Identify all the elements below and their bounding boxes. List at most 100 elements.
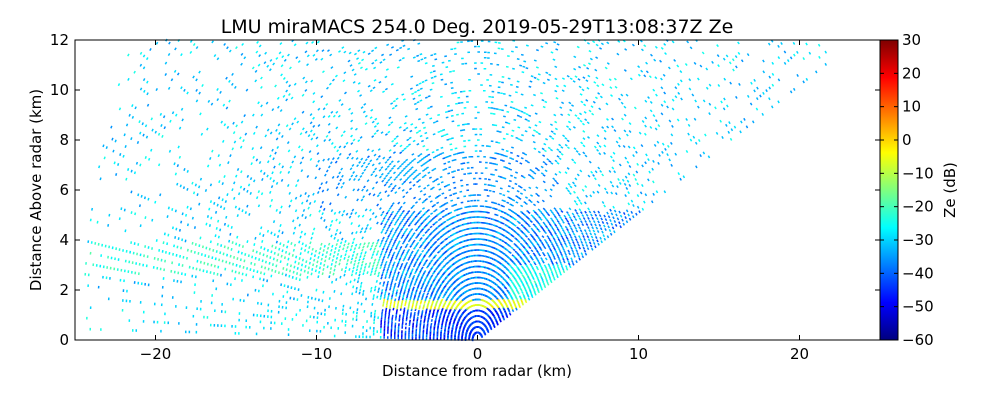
echo-cell [254,256,257,260]
echo-cell [266,248,270,252]
echo-cell [333,334,336,338]
echo-cell [358,335,361,339]
echo-cell [158,248,161,252]
echo-cell [484,178,487,180]
echo-cell [203,261,206,265]
echo-cell [194,275,197,279]
echo-cell [301,242,304,246]
echo-cell [176,182,179,186]
echo-cell [192,314,195,318]
echo-cell [101,243,104,247]
echo-cell [333,268,336,272]
echo-cell [309,315,312,319]
echo-cell [394,327,397,330]
echo-cell [105,146,108,150]
echo-cell [259,320,262,324]
echo-cell [210,263,213,267]
echo-cell [481,233,485,235]
echo-cell [323,313,326,316]
echo-cell [479,150,482,152]
echo-cell [410,312,413,316]
echo-cell [180,220,183,224]
echo-cell [396,306,399,310]
echo-cell [430,322,433,326]
echo-cell [198,244,201,248]
echo-cell [244,253,247,256]
echo-cell [392,307,395,311]
echo-cell [489,74,493,76]
echo-cell [293,265,296,269]
echo-cell [370,314,373,318]
echo-cell [175,253,178,257]
echo-cell [289,296,292,300]
echo-cell [477,221,481,224]
echo-cell [260,265,263,269]
echo-cell [485,101,489,103]
echo-cell [397,329,400,333]
echo-cell [158,163,161,167]
echo-cell [387,292,391,296]
echo-cell [310,296,313,300]
echo-cell [230,225,233,229]
echo-cell [390,324,393,327]
echo-cell [351,324,354,328]
echo-cell [339,275,342,279]
echo-cell [463,173,467,176]
echo-cell [298,278,301,282]
echo-cell [473,194,477,196]
echo-cell [218,258,221,262]
echo-cell [121,308,124,312]
echo-cell [355,271,358,275]
echo-cell [307,271,310,275]
echo-cell [91,207,94,211]
echo-cell [325,251,329,254]
echo-cell [226,253,229,257]
echo-cell [171,261,174,265]
echo-cell [464,62,468,65]
echo-cell [310,252,313,256]
echo-cell [199,177,203,181]
echo-cell [226,193,229,197]
echo-cell [291,253,294,257]
echo-cell [243,259,246,263]
echo-cell [167,321,170,325]
echo-cell [291,275,294,279]
echo-cell [215,250,218,253]
echo-cell [386,300,389,303]
echo-cell [317,255,320,259]
echo-cell [89,306,92,310]
echo-cell [453,47,457,50]
echo-cell [461,57,464,60]
echo-cell [214,309,216,313]
echo-cell [390,336,392,339]
plot-area [74,38,881,342]
echo-cell [376,330,379,333]
echo-cell [214,234,217,238]
echo-cell [192,266,195,270]
echo-cell [391,319,393,323]
echo-cell [208,207,211,211]
echo-cell [179,184,182,188]
echo-cell [137,243,140,246]
echo-cell [163,232,166,236]
echo-cell [338,262,341,266]
echo-cell [477,111,480,114]
echo-cell [168,251,171,255]
echo-cell [483,156,486,158]
echo-cell [246,293,249,297]
echo-cell [270,250,273,254]
echo-cell [373,318,376,322]
echo-cell [181,264,184,267]
echo-cell [113,161,116,165]
echo-cell [293,287,296,291]
echo-cell [219,251,222,255]
echo-cell [234,277,236,281]
echo-cell [391,321,393,325]
echo-cell [216,203,219,207]
echo-cell [263,272,266,276]
echo-cell [476,199,480,202]
echo-cell [222,252,225,256]
echo-cell [308,246,311,249]
echo-cell [191,241,194,245]
echo-cell [150,148,153,152]
